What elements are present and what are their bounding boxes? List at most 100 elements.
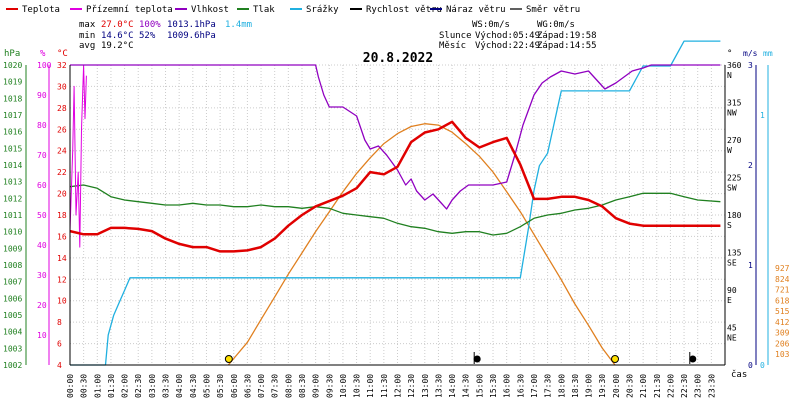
- direction-tick-dir: NE: [727, 334, 737, 343]
- temperature-tick: 30: [57, 82, 67, 91]
- legend-label: Vlhkost: [191, 5, 229, 15]
- time-tick: 11:00: [366, 374, 375, 398]
- pressure-tick: 1017: [3, 111, 22, 120]
- stats-max-temp: 27.0°C: [101, 20, 134, 30]
- time-tick: 16:00: [503, 374, 512, 398]
- time-tick: 19:00: [585, 374, 594, 398]
- temperature-tick: 24: [57, 147, 67, 156]
- solar-tick: 206: [775, 339, 790, 348]
- time-tick: 00:30: [80, 374, 89, 398]
- time-tick: 18:00: [557, 374, 566, 398]
- pressure-tick: 1007: [3, 278, 22, 287]
- time-tick: 04:30: [189, 374, 198, 398]
- pressure-tick: 1003: [3, 344, 22, 353]
- solar-tick: 309: [775, 329, 790, 338]
- stats-max-label: max: [79, 20, 96, 30]
- stats-ws: WS:0m/s: [472, 20, 510, 30]
- time-tick: 06:00: [230, 374, 239, 398]
- temperature-tick: 26: [57, 125, 67, 134]
- time-tick: 19:30: [598, 374, 607, 398]
- solar-tick: 103: [775, 350, 790, 359]
- humidity-tick: 20: [37, 301, 47, 310]
- humidity-unit: %: [40, 49, 46, 59]
- rain-tick: 0: [760, 361, 765, 370]
- legend-label: Rychlost větru: [366, 5, 442, 15]
- pressure-unit: hPa: [4, 49, 20, 59]
- stats-sun-rise: Východ:05:49: [475, 31, 540, 41]
- humidity-tick: 70: [37, 151, 47, 160]
- time-tick: 17:00: [530, 374, 539, 398]
- rain-unit: mm: [763, 49, 773, 58]
- humidity-tick: 30: [37, 271, 47, 280]
- direction-tick-deg: 225: [727, 174, 742, 183]
- time-tick: 05:00: [202, 374, 211, 398]
- time-tick: 20:00: [612, 374, 621, 398]
- stats-wg: WG:0m/s: [537, 20, 575, 30]
- pressure-tick: 1010: [3, 228, 22, 237]
- pressure-tick: 1014: [3, 161, 22, 170]
- pressure-tick: 1018: [3, 94, 22, 103]
- legend: Teplota Přízemní teplota Vlhkost Tlak Srážky…: [6, 5, 580, 15]
- legend-label: Přízemní teplota: [86, 5, 173, 15]
- stats-min-press: 1009.6hPa: [167, 31, 216, 41]
- humidity-tick: 60: [37, 181, 47, 190]
- time-tick: 16:30: [516, 374, 525, 398]
- pressure-tick: 1013: [3, 178, 22, 187]
- pressure-tick: 1008: [3, 261, 22, 270]
- temperature-tick: 12: [57, 275, 67, 284]
- time-tick: 08:30: [298, 374, 307, 398]
- series-vlhkost: [70, 64, 721, 210]
- series-tlak: [69, 184, 721, 236]
- pressure-tick: 1005: [3, 311, 22, 320]
- stats-sun-set: Západ:19:58: [537, 31, 597, 41]
- stats-moon-label: Měsíc: [439, 41, 466, 51]
- direction-tick-deg: 315: [727, 99, 742, 108]
- time-tick: 00:00: [66, 374, 75, 398]
- time-tick: 17:30: [544, 374, 553, 398]
- pressure-tick: 1011: [3, 211, 22, 220]
- stats-avg-temp: 19.2°C: [101, 41, 134, 51]
- time-tick: 14:30: [462, 374, 471, 398]
- series-layer: [69, 40, 721, 366]
- solar-tick: 618: [775, 296, 790, 305]
- pressure-tick: 1009: [3, 244, 22, 253]
- solar-tick: 412: [775, 318, 790, 327]
- stats-rain-total: 1.4mm: [225, 20, 252, 30]
- solar-tick: 515: [775, 307, 790, 316]
- time-tick: 11:30: [380, 374, 389, 398]
- stats-moon-rise: Východ:22:49: [475, 41, 540, 51]
- direction-tick-dir: E: [727, 296, 732, 305]
- time-tick: 10:00: [339, 374, 348, 398]
- direction-tick-dir: W: [727, 146, 732, 155]
- humidity-tick: 40: [37, 241, 47, 250]
- legend-label: Tlak: [253, 5, 275, 15]
- wind-speed-tick: 3: [748, 61, 753, 70]
- time-tick: 13:30: [434, 374, 443, 398]
- direction-tick-dir: N: [727, 71, 732, 80]
- sunset-marker: [611, 355, 620, 363]
- time-tick: 07:00: [257, 374, 266, 398]
- temperature-tick: 16: [57, 232, 67, 241]
- humidity-tick: 80: [37, 121, 47, 130]
- direction-tick-deg: 90: [727, 286, 737, 295]
- time-tick: 02:30: [134, 374, 143, 398]
- pressure-tick: 1016: [3, 128, 22, 137]
- wind-speed-tick: 0: [748, 361, 753, 370]
- moonrise-marker: [689, 355, 697, 363]
- time-tick: 12:30: [407, 374, 416, 398]
- time-tick: 15:30: [489, 374, 498, 398]
- legend-label: Směr větru: [526, 5, 580, 15]
- time-tick: 18:30: [571, 374, 580, 398]
- stats-max-press: 1013.1hPa: [167, 20, 216, 30]
- axes-layer: hPa% °C ° m/s mmčas1002100310041005100610071…: [3, 49, 790, 398]
- direction-tick-deg: 135: [727, 249, 742, 258]
- series-sr-ky: [70, 40, 721, 366]
- temperature-tick: 18: [57, 211, 67, 220]
- temperature-tick: 20: [57, 190, 67, 199]
- humidity-tick: 100: [37, 61, 52, 70]
- series-teplota: [69, 120, 721, 253]
- stats-panel: max 27.0°C 100% 1013.1hPa 1.4mm min 14.6…: [79, 20, 597, 51]
- stats-sun-label: Slunce: [439, 31, 472, 41]
- direction-tick-dir: NW: [727, 109, 737, 118]
